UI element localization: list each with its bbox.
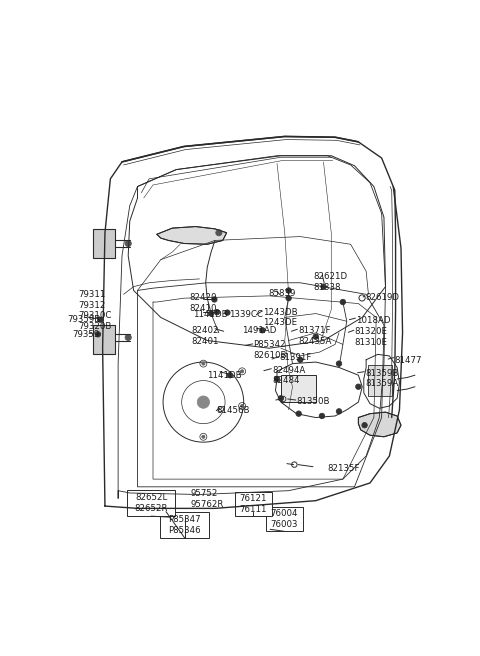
Circle shape <box>319 413 324 419</box>
Text: 85839: 85839 <box>268 289 296 298</box>
Bar <box>160 512 209 538</box>
Text: 1018AD: 1018AD <box>356 316 391 325</box>
Circle shape <box>125 335 132 340</box>
Text: 81371F
82435A: 81371F 82435A <box>298 326 332 346</box>
Circle shape <box>97 317 103 322</box>
Circle shape <box>286 288 291 293</box>
Circle shape <box>125 240 132 247</box>
Circle shape <box>228 373 233 378</box>
Circle shape <box>336 409 342 414</box>
Circle shape <box>274 377 280 382</box>
Circle shape <box>356 384 361 390</box>
Text: 82494A
82484: 82494A 82484 <box>272 365 305 385</box>
Circle shape <box>202 362 205 365</box>
Text: 79359B: 79359B <box>67 315 101 324</box>
Text: 82420
82410: 82420 82410 <box>189 293 216 313</box>
Bar <box>235 492 272 516</box>
Text: 1339CC: 1339CC <box>229 310 263 319</box>
Bar <box>127 490 175 516</box>
Bar <box>93 325 115 354</box>
Text: 76004
76003: 76004 76003 <box>271 509 298 529</box>
Text: 79311
79312
79310C
79320B: 79311 79312 79310C 79320B <box>79 290 112 331</box>
Text: 1141DB: 1141DB <box>193 310 228 319</box>
Circle shape <box>214 310 220 315</box>
Polygon shape <box>157 226 227 244</box>
Circle shape <box>202 435 205 438</box>
Text: 82652L
82652R: 82652L 82652R <box>134 493 168 513</box>
Text: 1141DB: 1141DB <box>207 371 241 380</box>
Circle shape <box>336 361 342 366</box>
Text: 81359B
81359A: 81359B 81359A <box>365 369 398 388</box>
Circle shape <box>278 396 284 401</box>
Circle shape <box>240 370 244 373</box>
Bar <box>281 375 316 402</box>
Circle shape <box>321 284 326 289</box>
Text: 81350B: 81350B <box>297 397 330 406</box>
Circle shape <box>298 357 303 363</box>
Text: 95752
95762R: 95752 95762R <box>191 489 224 509</box>
Circle shape <box>362 422 367 428</box>
Circle shape <box>212 297 217 302</box>
Circle shape <box>208 311 214 316</box>
Bar <box>266 507 303 531</box>
Text: 79359: 79359 <box>72 330 99 339</box>
Text: 82135F: 82135F <box>328 464 360 472</box>
Circle shape <box>225 310 230 316</box>
Polygon shape <box>359 412 401 437</box>
Text: 1491AD: 1491AD <box>242 326 276 335</box>
Circle shape <box>296 411 301 417</box>
Text: 82621D
81338: 82621D 81338 <box>313 272 347 292</box>
Circle shape <box>313 334 318 339</box>
Bar <box>93 229 115 258</box>
Bar <box>369 365 392 396</box>
Text: 76121
76111: 76121 76111 <box>240 494 267 514</box>
Text: 81320E
81310E: 81320E 81310E <box>355 327 388 347</box>
Circle shape <box>286 295 291 301</box>
Circle shape <box>340 299 346 305</box>
Circle shape <box>216 230 222 236</box>
Text: 81477: 81477 <box>395 356 422 365</box>
Text: 82402
82401: 82402 82401 <box>191 326 218 346</box>
Text: 82619D: 82619D <box>365 293 399 302</box>
Circle shape <box>197 396 210 408</box>
Text: 1243DB
1243DE: 1243DB 1243DE <box>263 308 298 327</box>
Circle shape <box>95 332 101 337</box>
Text: P85347
P85346: P85347 P85346 <box>168 515 201 535</box>
Circle shape <box>260 327 265 333</box>
Text: 81456B: 81456B <box>216 405 250 415</box>
Circle shape <box>240 405 244 407</box>
Text: P85342
82610B: P85342 82610B <box>253 340 287 360</box>
Text: 81391F: 81391F <box>279 353 312 362</box>
